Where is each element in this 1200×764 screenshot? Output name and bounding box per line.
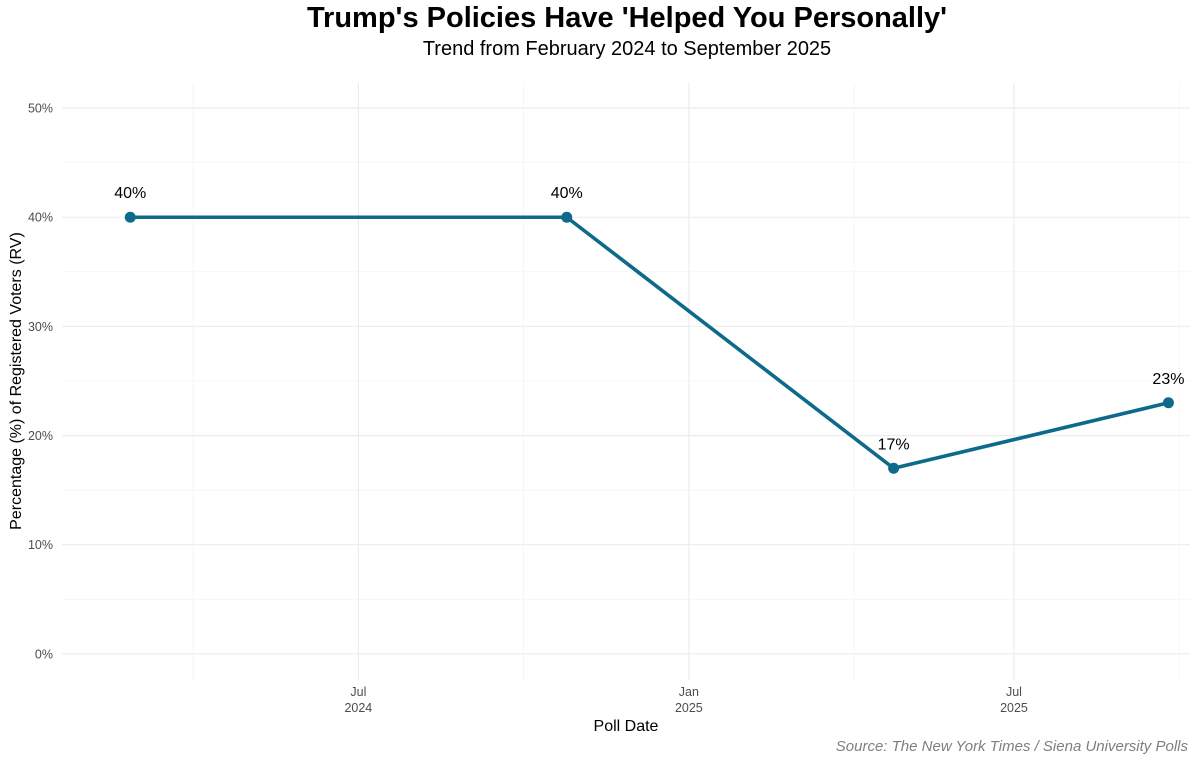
y-tick-label: 20% [28,429,53,443]
data-label: 23% [1152,371,1184,388]
data-series: 40% 40% 17% 23% [114,185,1184,474]
x-tick-label: 2025 [675,701,703,715]
y-tick-label: 50% [28,102,53,116]
data-label: 40% [551,185,583,202]
x-axis-title: Poll Date [594,718,659,735]
data-point [888,462,900,474]
grid-lines [62,83,1190,680]
source-caption: Source: The New York Times / Siena Unive… [835,738,1188,755]
x-axis-ticks: Jul 2024 Jan 2025 Jul 2025 [344,685,1027,715]
data-label: 40% [114,185,146,202]
data-point [561,211,573,223]
x-tick-label: 2024 [344,701,372,715]
y-tick-label: 10% [28,538,53,552]
y-tick-label: 0% [35,647,53,661]
x-tick-label: Jul [350,685,366,699]
x-tick-label: Jan [679,685,699,699]
chart-title: Trump's Policies Have 'Helped You Person… [306,2,948,34]
chart-subtitle: Trend from February 2024 to September 20… [422,38,832,60]
y-axis-ticks: 0% 10% 20% 30% 40% 50% [28,102,53,662]
x-tick-label: Jul [1006,685,1022,699]
series-line [128,215,1171,471]
data-point [124,211,136,223]
y-tick-label: 40% [28,211,53,225]
data-point [1162,397,1174,409]
data-label: 17% [878,436,910,453]
y-axis-title: Percentage (%) of Registered Voters (RV) [8,232,25,530]
y-tick-label: 30% [28,320,53,334]
x-tick-label: 2025 [1000,701,1028,715]
